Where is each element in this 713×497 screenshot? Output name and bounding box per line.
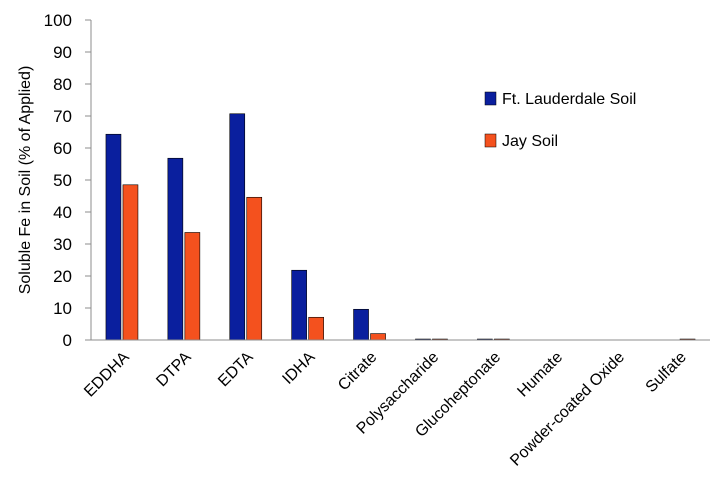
x-tick-label: EDTA	[215, 349, 257, 391]
bar-ft-lauderdale-soil-eddha	[105, 133, 122, 341]
legend: Ft. Lauderdale Soil Jay Soil	[484, 91, 636, 150]
x-tick-label: Sulfate	[643, 349, 690, 396]
bar-jay-soil-eddha	[122, 184, 139, 341]
bar-ft-lauderdale-soil-idha	[291, 269, 307, 341]
bar-jay-soil-idha	[308, 316, 324, 341]
y-axis-label: Soluble Fe in Soil (% of Applied)	[17, 66, 34, 295]
bar-ft-lauderdale-soil-dtpa	[167, 157, 184, 341]
y-tick-label: 70	[53, 107, 72, 126]
x-tick-label: EDDHA	[81, 349, 133, 401]
x-tick-label: IDHA	[279, 349, 318, 388]
bar-jay-soil-citrate	[370, 333, 386, 341]
y-tick-label: 90	[53, 43, 72, 62]
x-tick-label: Humate	[514, 349, 566, 401]
x-tick-label: Citrate	[335, 349, 380, 394]
y-tick-label: 50	[53, 171, 72, 190]
y-tick-label: 30	[53, 235, 72, 254]
y-tick-label: 80	[53, 75, 72, 94]
bar-ft-lauderdale-soil-citrate	[353, 308, 369, 341]
x-axis-labels: EDDHA DTPA EDTA IDHA CitratePolysaccharideGl…	[81, 349, 690, 470]
bar-jay-soil-dtpa	[184, 232, 201, 341]
y-tick-label: 100	[44, 11, 72, 30]
bar-jay-soil-edta	[246, 196, 263, 341]
y-axis-ticks: 0 10 20 30 40 50 60 70 80 90 100	[44, 11, 91, 350]
x-tick-label: Powder-coated Oxide	[507, 349, 628, 470]
bar-ft-lauderdale-soil-edta	[229, 113, 246, 341]
y-tick-label: 10	[53, 299, 72, 318]
legend-label: Ft. Lauderdale Soil	[502, 91, 636, 108]
legend-label: Jay Soil	[502, 133, 558, 150]
x-tick-label: DTPA	[153, 349, 195, 391]
y-tick-label: 0	[63, 331, 72, 350]
bars	[105, 113, 696, 341]
y-tick-label: 20	[53, 267, 72, 286]
y-tick-label: 60	[53, 139, 72, 158]
legend-swatch	[484, 133, 497, 148]
y-tick-label: 40	[53, 203, 72, 222]
legend-swatch	[484, 91, 497, 106]
